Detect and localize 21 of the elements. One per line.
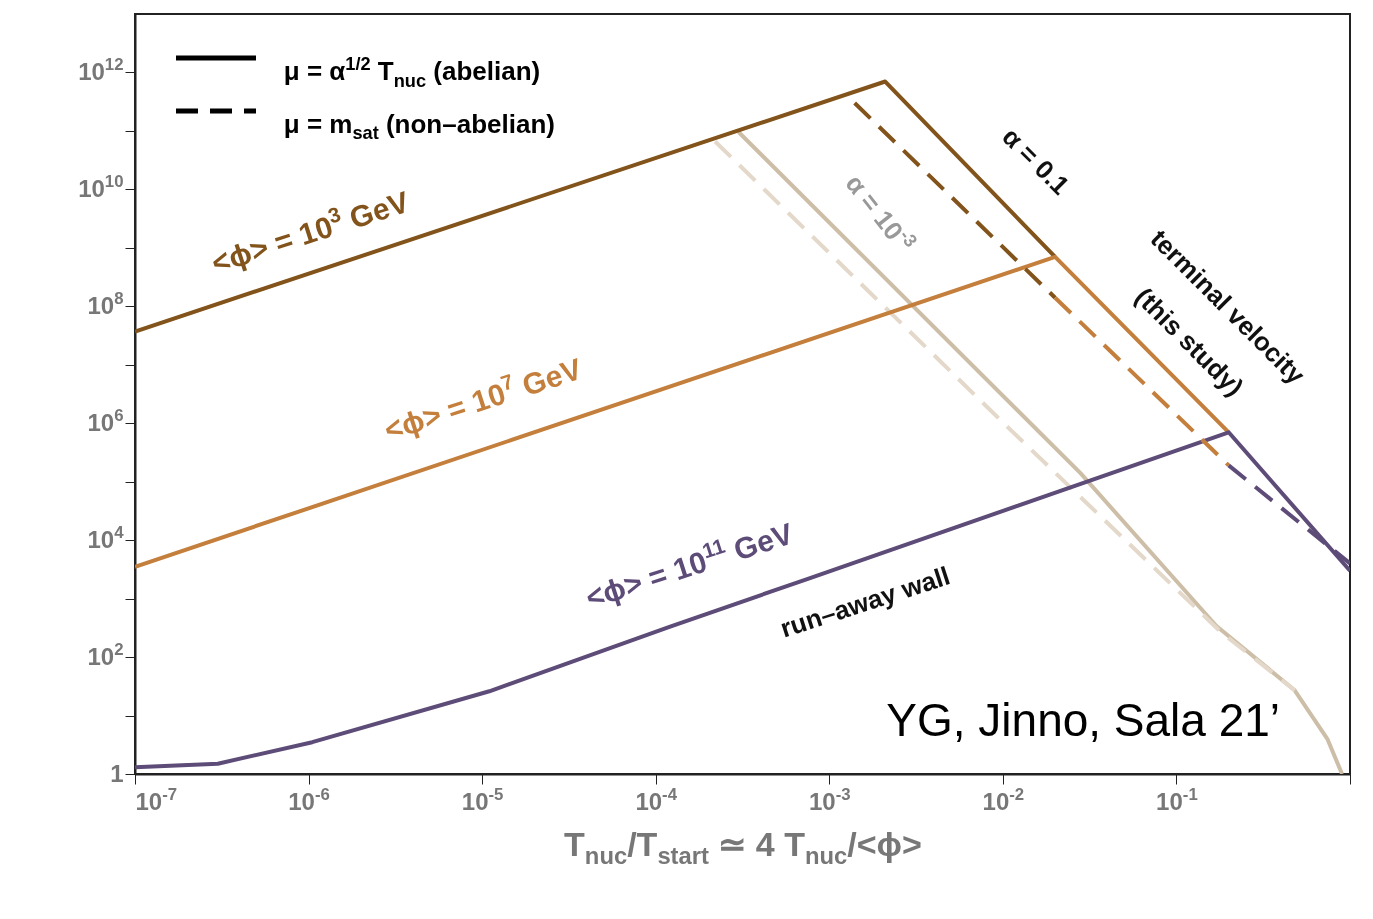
y-tick-label: 10$^{2}$ [87, 639, 124, 670]
x-axis-title: T$_{nuc}$/T$_{start}$ ≃ 4 T$_{nuc}$/<ϕ> [564, 824, 922, 869]
x-tick-label: 10$^{-1}$ [1156, 784, 1198, 815]
y-tick-label: 10$^{8}$ [87, 289, 124, 319]
y-tick-label: 10$^{4}$ [87, 523, 125, 553]
x-tick-label: 10$^{-4}$ [635, 784, 678, 815]
y-tick-label: 10$^{12}$ [78, 55, 124, 85]
annotation: <ϕ> = 10$^{7}$ GeV [380, 351, 586, 447]
y-tick-label: 1 [110, 759, 124, 787]
annotation: μ = α$^{1/2}$ T$_{nuc}$ (abelian) [283, 53, 541, 91]
annotation: μ = m$_{sat}$ (non–abelian) [283, 108, 555, 144]
x-tick-label: 10$^{-3}$ [808, 784, 851, 815]
x-tick-label: 10$^{-7}$ [135, 784, 178, 815]
x-tick-label: 10$^{-2}$ [982, 784, 1025, 815]
annotation: α = 0.1 [996, 121, 1076, 201]
annotation: YG, Jinno, Sala 21’ [886, 694, 1281, 747]
y-tick-label: 10$^{10}$ [78, 172, 124, 202]
y-tick-label: 10$^{6}$ [87, 406, 124, 436]
x-tick-label: 10$^{-6}$ [288, 784, 330, 815]
x-tick-label: 10$^{-5}$ [461, 784, 504, 815]
annotation: <ϕ> = 10$^{3}$ GeV [207, 184, 413, 280]
